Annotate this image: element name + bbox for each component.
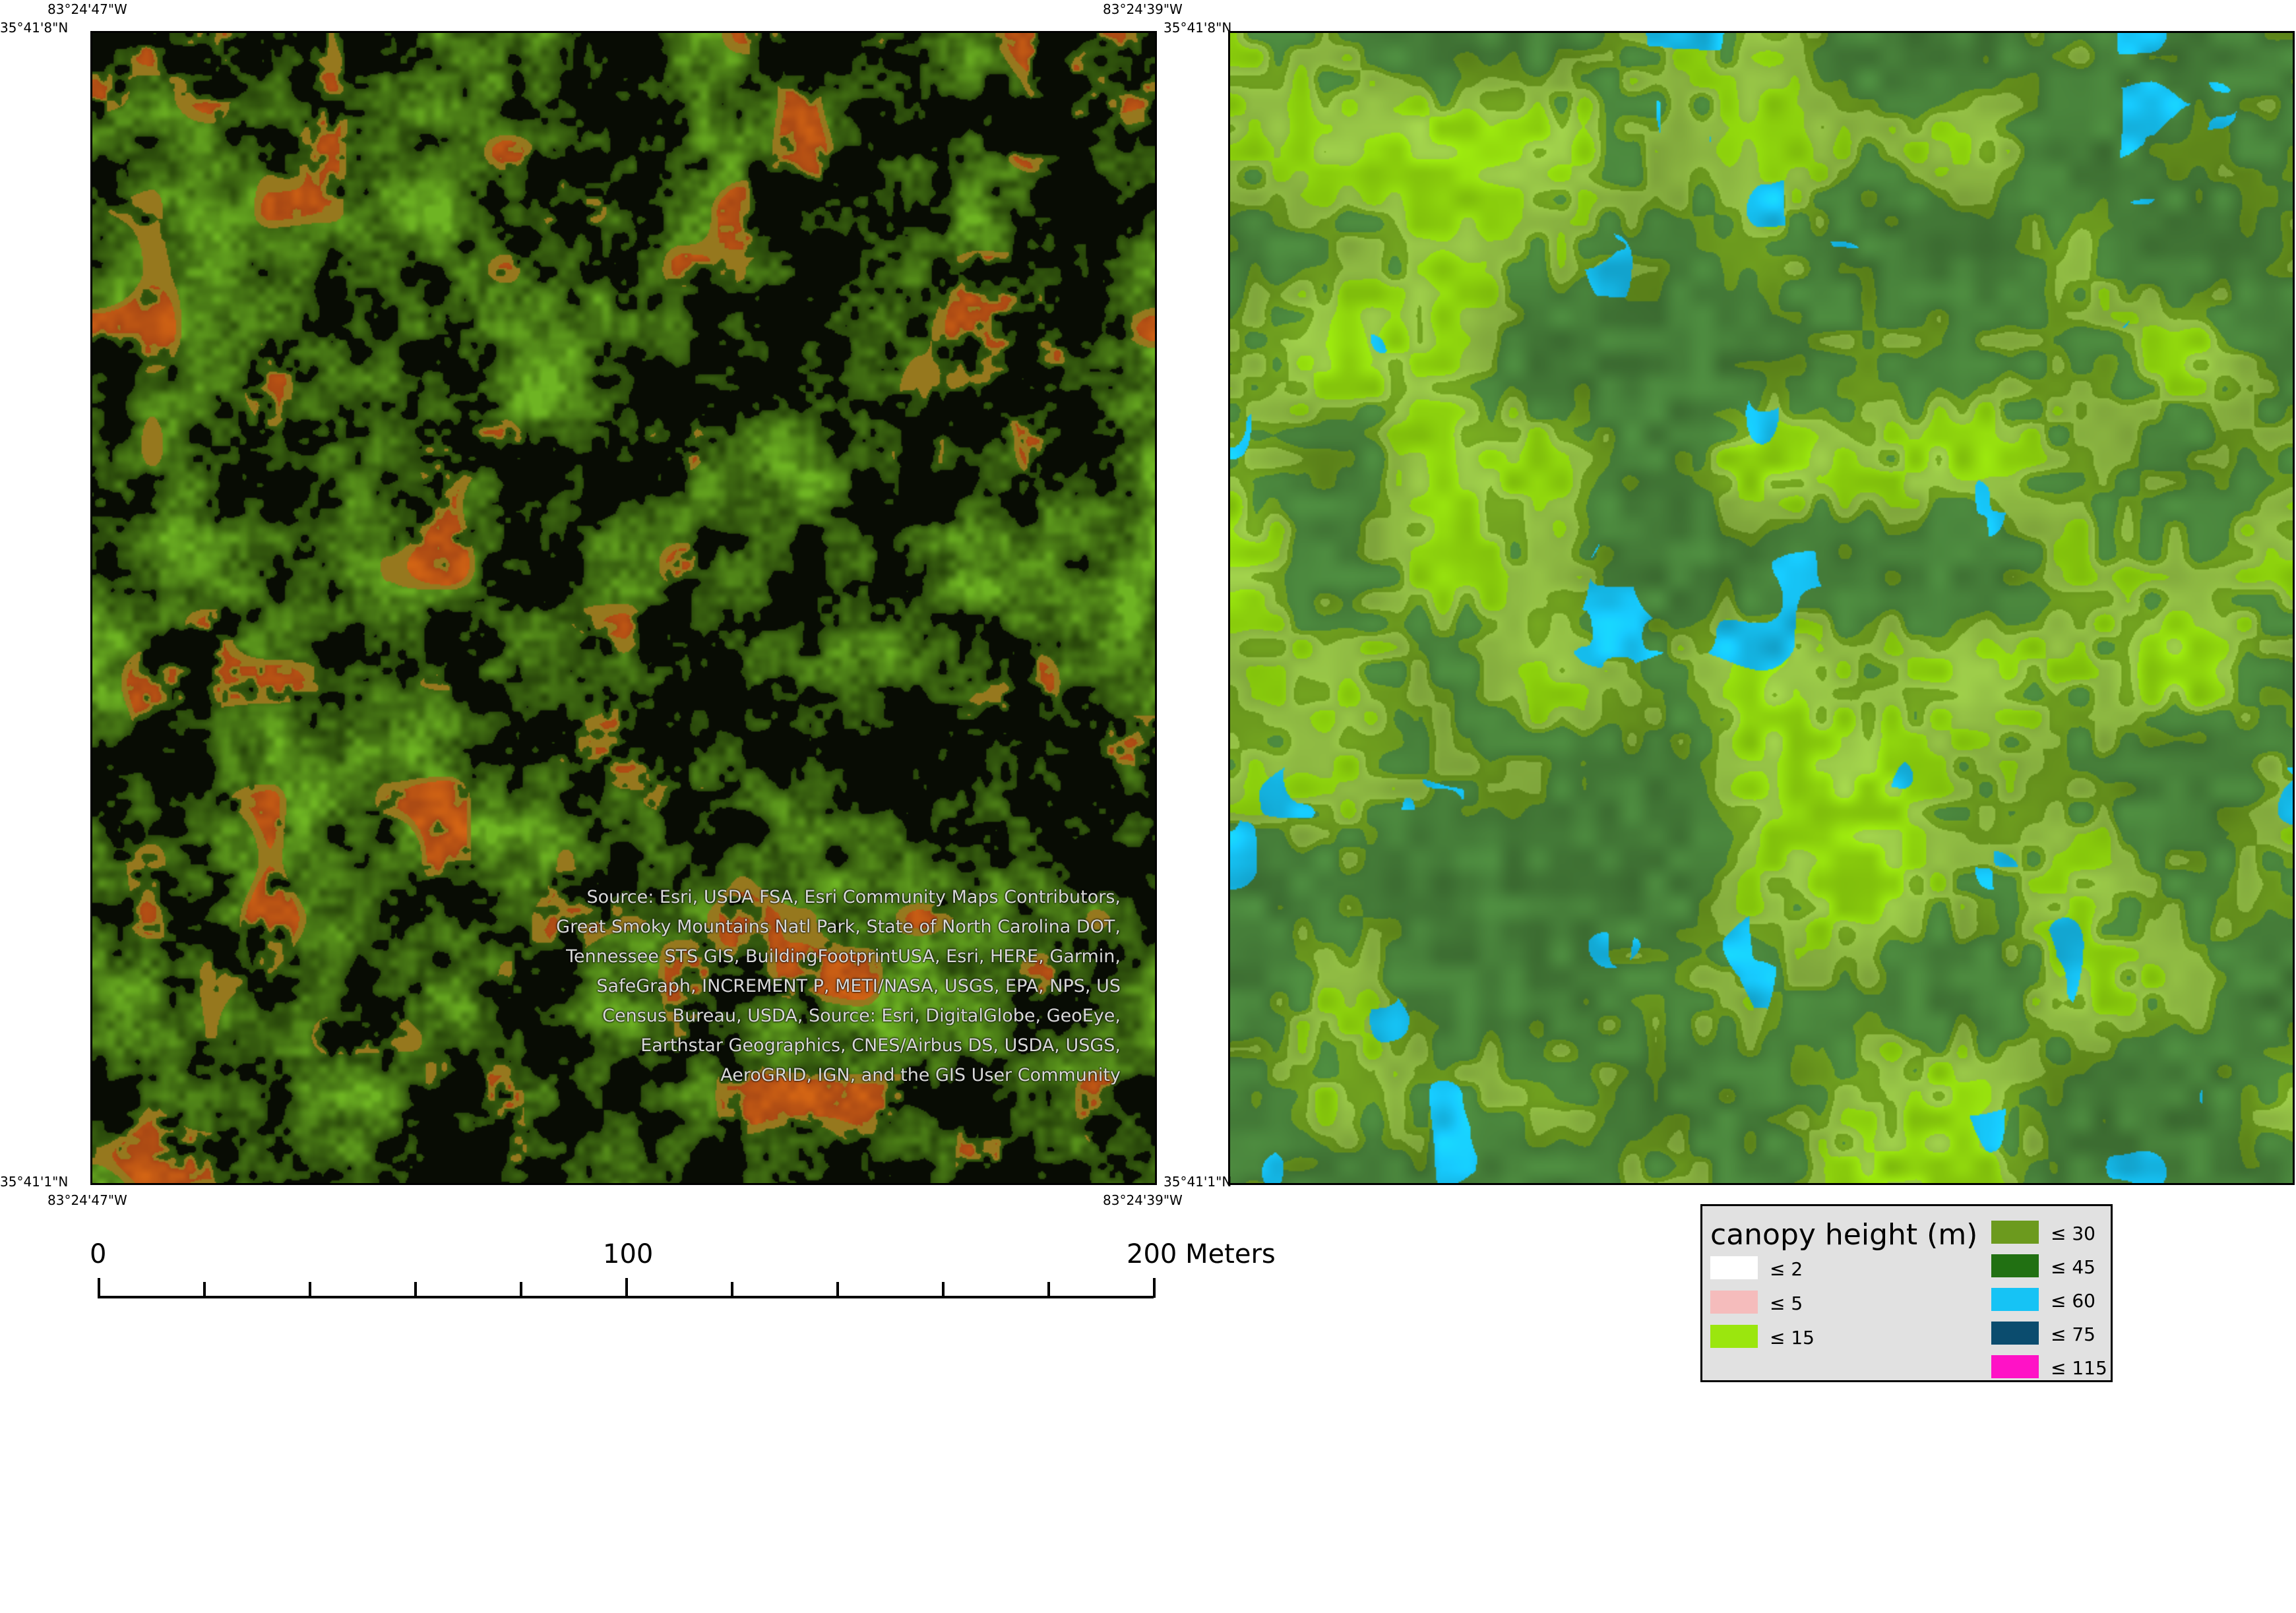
legend-title: canopy height (m) [1710,1218,1978,1252]
left-map-bottom-left-lon: 83°24'47"W [47,1192,127,1208]
scale-label-200: 200 Meters [1127,1239,1276,1269]
legend-label: ≤ 5 [1770,1293,1803,1314]
scale-label-100: 100 [603,1239,654,1269]
legend-swatch [1710,1325,1758,1348]
legend-label: ≤ 30 [2051,1223,2095,1244]
scale-tick [942,1282,945,1298]
scale-tick [414,1282,417,1298]
legend-label: ≤ 115 [2051,1357,2107,1379]
legend-label: ≤ 15 [1770,1327,1815,1349]
legend-label: ≤ 2 [1770,1258,1803,1280]
legend-label: ≤ 45 [2051,1256,2095,1278]
legend-swatch [1991,1322,2039,1345]
left-map-bottom-right-lon: 83°24'39"W [1103,1192,1183,1208]
attribution-text: Source: Esri, USDA FSA, Esri Community M… [556,887,1121,1085]
scale-tick [98,1278,100,1298]
scale-tick [203,1282,206,1298]
legend-label: ≤ 60 [2051,1290,2095,1312]
scale-tick [1047,1282,1050,1298]
legend-label: ≤ 75 [2051,1324,2095,1345]
imagery-raster [92,33,1155,1183]
right-map-bottom-left-lat: 35°41'1"N [1164,1174,1232,1190]
legend-swatch [1710,1256,1758,1279]
legend-swatch [1991,1221,2039,1244]
legend-swatch [1991,1288,2039,1311]
left-map-top-left-lon: 83°24'47"W [47,1,127,17]
scale-tick [625,1278,628,1298]
scale-tick [731,1282,733,1298]
canopy-height-map[interactable] [1228,31,2295,1185]
legend-swatch [1991,1355,2039,1378]
left-map-top-right-lon: 83°24'39"W [1103,1,1183,17]
imagery-map[interactable]: Source: Esri, USDA FSA, Esri Community M… [90,31,1157,1185]
legend: canopy height (m) ≤ 2 ≤ 5 ≤ 15 ≤ 30 ≤ 45… [1700,1204,2113,1382]
left-map-top-left-lat: 35°41'8"N [0,20,69,36]
right-map-top-left-lat: 35°41'8"N [1164,20,1232,36]
scale-tick [836,1282,839,1298]
left-map-bottom-left-lat: 35°41'1"N [0,1174,69,1190]
legend-swatch [1991,1254,2039,1277]
canopy-height-raster [1230,33,2293,1183]
legend-swatch [1710,1291,1758,1314]
scale-tick [520,1282,522,1298]
scale-bar: 0 100 200 Meters [90,1238,1276,1304]
scale-label-0: 0 [90,1239,107,1269]
scale-tick [309,1282,311,1298]
scale-tick [1153,1278,1156,1298]
